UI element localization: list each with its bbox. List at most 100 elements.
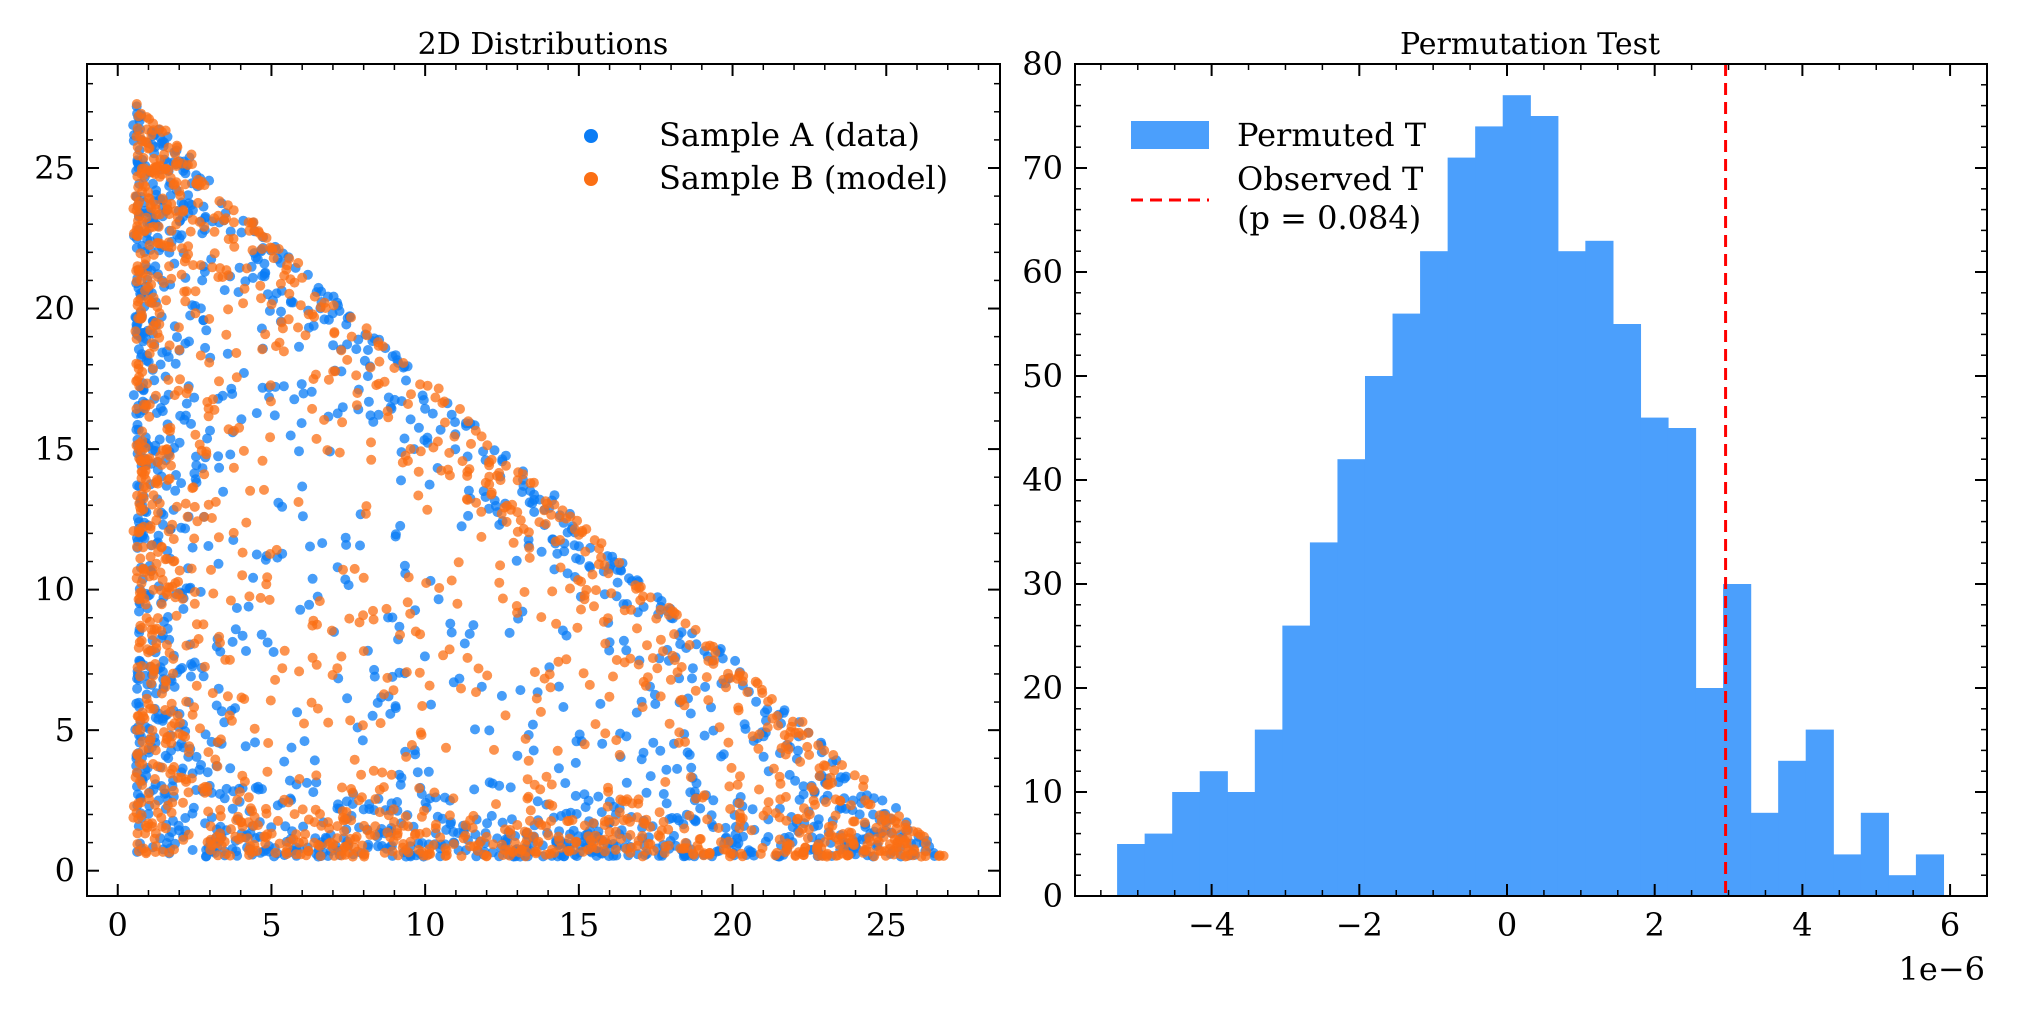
scatter-point <box>236 414 247 425</box>
x-tick-label: 5 <box>261 906 281 944</box>
scatter-point <box>522 827 533 838</box>
scatter-point <box>175 190 186 201</box>
scatter-point <box>417 701 428 711</box>
scatter-point <box>382 827 393 838</box>
scatter-point <box>680 837 691 848</box>
scatter-point <box>782 838 793 849</box>
scatter-point <box>138 504 149 515</box>
scatter-point <box>489 744 499 755</box>
histogram-bar <box>1860 812 1889 896</box>
scatter-point <box>311 433 322 444</box>
scatter-point <box>344 613 355 624</box>
scatter-point <box>515 685 526 696</box>
scatter-point <box>459 638 470 649</box>
x-tick-label: 20 <box>712 906 753 944</box>
scatter-point <box>547 586 558 597</box>
scatter-point <box>146 203 157 214</box>
scatter-point <box>833 850 843 861</box>
scatter-point <box>215 804 226 815</box>
scatter-point <box>208 394 218 405</box>
x-tick-label: 4 <box>1792 906 1812 944</box>
scatter-point <box>421 578 432 588</box>
scatter-point <box>200 781 210 792</box>
scatter-point <box>476 531 487 542</box>
scatter-point <box>762 805 773 816</box>
scatter-point <box>297 481 308 492</box>
scatter-point <box>265 242 276 253</box>
scatter-point <box>154 308 165 319</box>
scatter-point <box>162 800 173 811</box>
scatter-point <box>190 308 201 319</box>
scatter-point <box>534 517 545 528</box>
scatter-point <box>256 293 266 304</box>
scatter-point <box>685 772 696 783</box>
scatter-point <box>401 375 411 386</box>
histogram-bar <box>1254 729 1283 896</box>
scatter-point <box>565 583 575 594</box>
scatter-point <box>134 381 145 392</box>
scatter-point <box>504 844 515 855</box>
scatter-point <box>484 460 495 471</box>
scatter-point <box>229 241 240 252</box>
scatter-point <box>545 682 556 693</box>
scatter-point <box>151 408 162 418</box>
x-tick-label: −4 <box>1188 906 1235 944</box>
scatter-point <box>234 262 245 273</box>
scatter-point <box>193 197 204 208</box>
scatter-point <box>199 511 210 522</box>
scatter-point <box>153 507 163 518</box>
scatter-point <box>279 270 290 281</box>
scatter-point <box>501 500 512 511</box>
scatter-point <box>820 761 831 771</box>
scatter-point <box>164 340 175 351</box>
scatter-point <box>500 824 510 835</box>
scatter-point <box>144 348 155 359</box>
scatter-point <box>358 646 369 657</box>
scatter-point <box>131 276 142 287</box>
scatter-point <box>274 838 285 849</box>
scatter-point <box>228 233 239 244</box>
scatter-point <box>213 558 224 569</box>
scatter-point <box>228 217 239 228</box>
scatter-point <box>643 838 654 849</box>
scatter-point <box>226 824 236 835</box>
scatter-point <box>299 718 309 729</box>
scatter-point <box>257 244 267 254</box>
scatter-point <box>263 738 274 748</box>
scatter-point <box>160 823 171 834</box>
scatter-point <box>186 773 197 784</box>
scatter-point <box>468 810 479 821</box>
scatter-point <box>462 470 473 481</box>
scatter-point <box>259 484 269 495</box>
scatter-point <box>336 345 347 356</box>
scatter-point <box>137 736 148 747</box>
scatter-point <box>714 722 725 733</box>
scatter-point <box>880 850 891 861</box>
scatter-point <box>278 381 289 392</box>
scatter-point <box>184 336 194 347</box>
y-tick-label: 20 <box>1022 669 1063 707</box>
scatter-point <box>144 240 155 251</box>
scatter-point <box>132 683 143 694</box>
scatter-point <box>674 727 685 738</box>
scatter-point <box>426 699 436 710</box>
scatter-point <box>590 719 601 730</box>
scatter-point <box>703 695 714 706</box>
scatter-point <box>219 215 229 226</box>
scatter-point <box>568 825 579 836</box>
scatter-point <box>405 608 416 619</box>
scatter-point <box>328 300 339 311</box>
scatter-point <box>181 640 192 651</box>
scatter-point <box>167 581 178 592</box>
scatter-point <box>494 467 505 478</box>
scatter-point <box>687 663 698 674</box>
scatter-point <box>553 656 564 667</box>
scatter-point <box>478 486 489 497</box>
scatter-point <box>667 606 678 617</box>
scatter-point <box>530 846 541 857</box>
scatter-point <box>536 612 547 623</box>
scatter-point <box>342 354 353 365</box>
histogram-bar <box>1337 459 1366 896</box>
scatter-point <box>356 769 367 780</box>
scatter-point <box>214 462 225 473</box>
